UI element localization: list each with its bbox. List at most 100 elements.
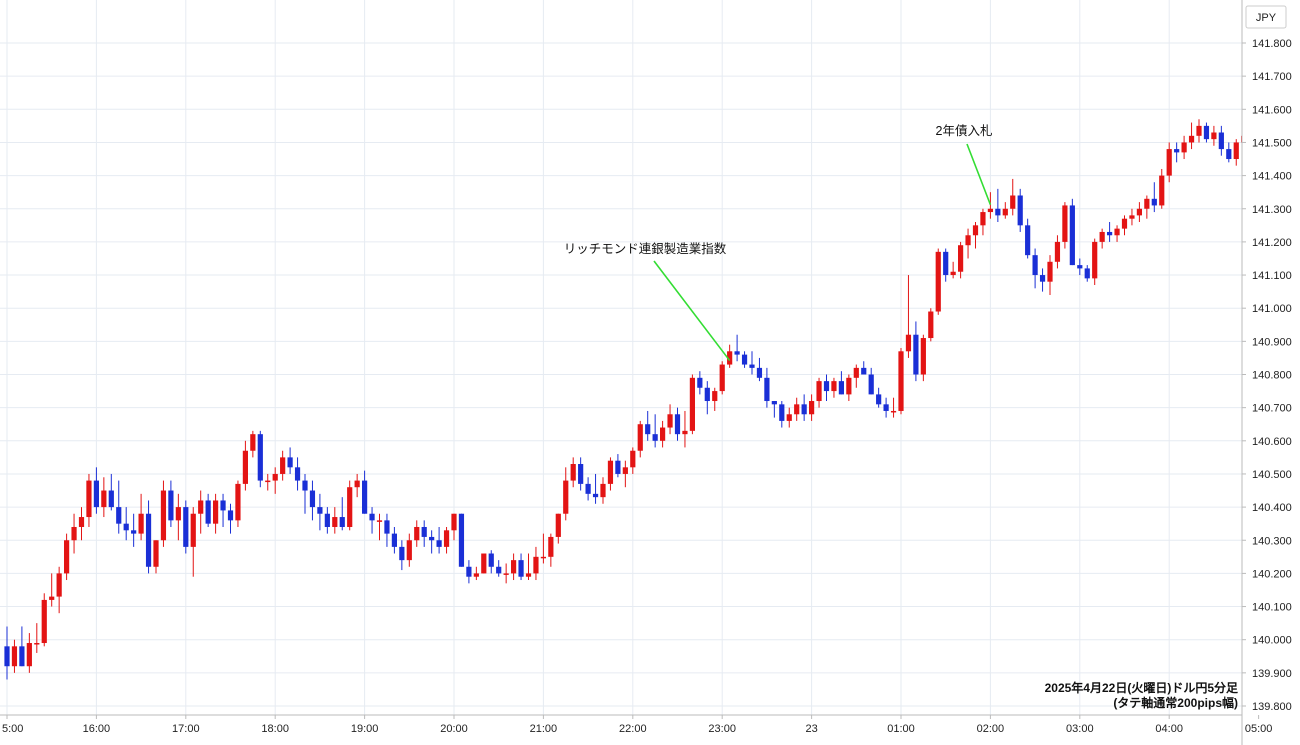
candle-body	[801, 404, 807, 415]
candle	[391, 526, 397, 554]
price-tick-label: 141.400	[1252, 171, 1292, 183]
candle-body	[347, 487, 353, 527]
candle-body	[265, 480, 271, 483]
candle-body	[987, 208, 993, 213]
candle-body	[242, 450, 248, 484]
price-tick-labels: 139.800 139.900 140.000 140.100 140.200 140.3…	[1242, 38, 1292, 713]
price-tick-label: 141.200	[1252, 237, 1292, 249]
candle	[809, 394, 815, 421]
candle-body	[466, 566, 472, 577]
time-tick-label: 04:00	[1155, 723, 1183, 735]
candle-body	[1196, 125, 1202, 136]
candle-body	[175, 507, 181, 521]
candle	[421, 520, 427, 547]
candle-body	[548, 536, 554, 557]
candle-body	[980, 212, 986, 226]
candle	[1166, 142, 1172, 183]
price-tick-label: 140.400	[1252, 502, 1292, 514]
candle	[704, 381, 710, 415]
candle-body	[600, 483, 606, 498]
candle	[213, 493, 219, 534]
candle	[1002, 202, 1008, 219]
candle-body	[607, 460, 614, 484]
candle	[466, 560, 472, 584]
candle-body	[11, 646, 18, 667]
candle	[101, 477, 107, 518]
candle	[19, 626, 25, 667]
candle-body	[160, 490, 167, 541]
candle	[175, 493, 181, 541]
candle	[183, 500, 189, 554]
candle	[280, 450, 286, 481]
candle	[734, 334, 740, 362]
candle-body	[786, 414, 792, 421]
candle	[980, 208, 986, 236]
candle	[786, 407, 792, 428]
candle-body	[436, 540, 442, 547]
candle-body	[145, 513, 152, 567]
candle	[220, 493, 226, 527]
candle	[11, 639, 18, 673]
candle-body	[838, 381, 844, 395]
candle	[1025, 218, 1031, 259]
candle	[1107, 222, 1113, 242]
candle-body	[496, 566, 502, 574]
candle	[399, 540, 405, 571]
candle	[324, 507, 330, 534]
candle	[905, 275, 912, 358]
candle	[406, 533, 412, 567]
candle	[250, 430, 256, 458]
candle-body	[898, 351, 904, 411]
candle-body	[376, 520, 383, 522]
candle	[1159, 168, 1165, 209]
price-tick-label: 141.500	[1252, 137, 1292, 149]
candle-body	[138, 513, 144, 534]
time-tick-label: 22:00	[619, 723, 647, 735]
candle-body	[1166, 149, 1172, 176]
candle-body	[823, 381, 830, 392]
candle	[4, 626, 10, 680]
candle	[332, 507, 338, 534]
candle	[1062, 202, 1068, 249]
candle	[965, 228, 971, 259]
candle-body	[220, 500, 226, 511]
candle-body	[630, 450, 636, 468]
candle	[816, 377, 822, 408]
candle-body	[764, 377, 770, 402]
candle-body	[1010, 195, 1016, 209]
candle	[890, 397, 897, 418]
price-tick-label: 139.800	[1252, 701, 1292, 713]
caption-line-1: 2025年4月22日(火曜日)ドル円5分足	[1045, 680, 1238, 695]
candle	[689, 374, 695, 435]
candle-body	[123, 523, 129, 531]
candle	[540, 533, 546, 564]
candle	[160, 480, 167, 547]
candle-body	[660, 427, 666, 441]
time-tick-labels: 5:00 16:00 17:00 18:00 19:00 20:00 21:00 22:00 2…	[2, 715, 1272, 735]
candle	[853, 364, 859, 388]
candle	[1203, 122, 1210, 143]
candle-body	[913, 334, 919, 375]
candle	[56, 566, 62, 614]
candle	[913, 321, 919, 382]
candle-body	[585, 483, 591, 494]
candle-body	[682, 430, 688, 435]
price-tick-label: 140.800	[1252, 370, 1292, 382]
candle	[481, 553, 487, 574]
candle	[1077, 258, 1083, 276]
candle	[637, 420, 643, 458]
candle	[868, 367, 874, 395]
candle	[93, 467, 99, 514]
caption-line-2: (タテ軸通常200pips幅)	[1113, 695, 1238, 710]
candle	[645, 410, 651, 441]
candle	[972, 222, 979, 249]
candle-body	[56, 573, 62, 597]
candle-body	[26, 643, 32, 667]
candle-body	[421, 526, 427, 537]
price-tick-label: 141.100	[1252, 270, 1292, 282]
candle	[1032, 248, 1038, 289]
candle-body	[920, 338, 926, 375]
candle-body	[458, 513, 465, 567]
candle	[1084, 265, 1090, 282]
candle-body	[213, 500, 219, 524]
